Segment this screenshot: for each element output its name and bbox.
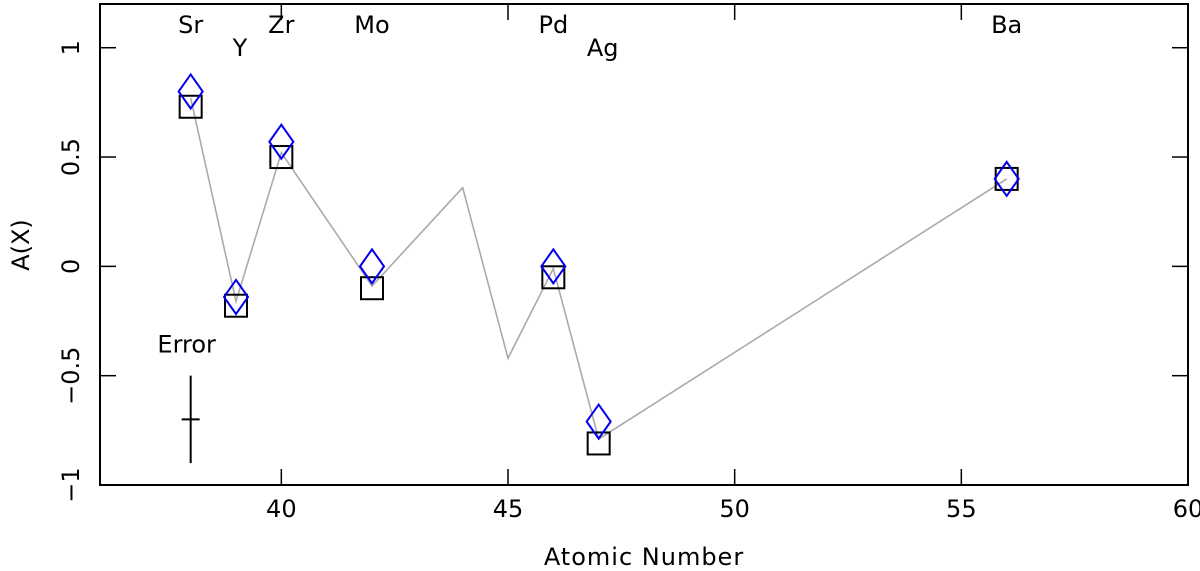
square-marker: [178, 94, 203, 119]
error-label: Error: [157, 331, 216, 359]
diamond-marker: [358, 247, 386, 286]
y-tick-label: 1: [57, 40, 85, 55]
line: [189, 97, 1008, 441]
element-label: Pd: [538, 11, 568, 39]
x-tick-label: 45: [493, 495, 524, 523]
y-tick-label: −1: [57, 467, 85, 502]
diamond-marker: [540, 247, 567, 286]
element-label: Ag: [587, 34, 619, 62]
element-label: Sr: [178, 11, 203, 39]
diamond-marker: [585, 402, 612, 441]
square-marker: [224, 293, 248, 318]
element-label: Y: [232, 34, 248, 62]
x-axis-label: Atomic Number: [544, 543, 744, 571]
square-marker: [360, 276, 384, 301]
x-tick-label: 50: [719, 495, 750, 523]
square-marker: [269, 145, 294, 170]
y-tick-label: −0.5: [57, 347, 85, 405]
diamond-marker: [177, 72, 204, 111]
diamond-marker: [222, 278, 250, 316]
element-label: Mo: [354, 11, 389, 39]
square-marker: [586, 431, 611, 456]
x-tick-label: 60: [1173, 495, 1200, 523]
x-tick-label: 55: [946, 495, 977, 523]
plot-frame: [99, 3, 1189, 486]
diamond-marker: [268, 123, 295, 161]
element-label: Zr: [268, 11, 294, 39]
y-tick-label: 0: [57, 259, 85, 274]
y-tick-label: 0.5: [57, 138, 85, 176]
y-axis-label: A(X): [7, 219, 35, 271]
element-label: Ba: [991, 11, 1022, 39]
x-tick-label: 40: [266, 495, 297, 523]
diamond-marker: [993, 160, 1020, 198]
square-marker: [541, 265, 566, 290]
